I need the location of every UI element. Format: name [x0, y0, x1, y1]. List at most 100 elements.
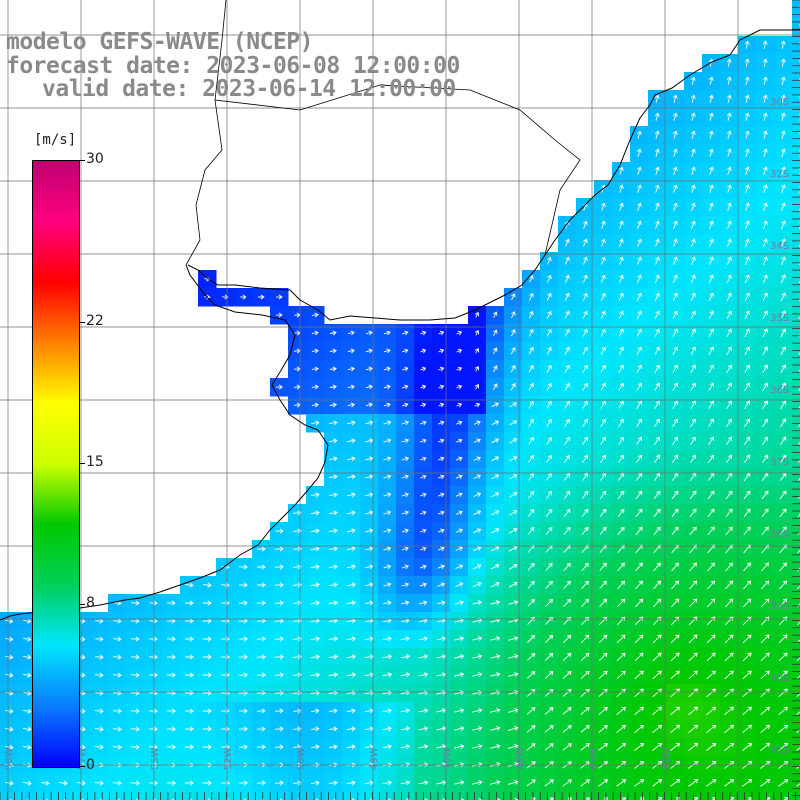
coastline-segment [187, 29, 800, 321]
wind-cell [792, 288, 800, 307]
colorbar-tick-8: 8 [86, 595, 95, 612]
wind-cell [792, 162, 800, 181]
wind-arrow [708, 292, 714, 301]
wind-cell [90, 792, 109, 800]
wind-arrow [742, 779, 753, 787]
wind-arrow [726, 130, 732, 139]
wind-arrow [688, 670, 698, 680]
wind-arrow [347, 330, 355, 336]
wind-arrow [131, 636, 140, 642]
wind-arrow [598, 616, 608, 626]
wind-arrow [670, 688, 680, 698]
wind-arrow [654, 436, 660, 445]
wind-arrow [652, 652, 662, 662]
wind-arrow [274, 618, 284, 624]
wind-arrow [256, 744, 266, 750]
wind-arrow [655, 238, 660, 247]
wind-arrow [706, 670, 716, 680]
wind-cell [792, 468, 800, 487]
wind-arrow [442, 798, 447, 800]
wind-arrow [490, 654, 501, 659]
wind-arrow [763, 148, 768, 158]
wind-arrow [618, 310, 624, 319]
wind-arrow [456, 384, 463, 390]
wind-arrow [636, 256, 642, 265]
wind-arrow [473, 492, 482, 498]
wind-arrow [781, 202, 786, 212]
wind-arrow [690, 94, 696, 103]
wind-cell [504, 792, 523, 800]
wind-arrow [688, 688, 698, 698]
wind-cell [198, 792, 217, 800]
wind-cell [792, 504, 800, 523]
wind-arrow [778, 724, 789, 733]
wind-arrow [600, 346, 606, 355]
wind-arrow [329, 384, 337, 390]
wind-arrow [527, 562, 535, 571]
wind-arrow [690, 310, 696, 320]
wind-arrow [418, 726, 429, 732]
wind-arrow [616, 652, 626, 662]
wind-cell [594, 792, 613, 800]
wind-arrow [365, 366, 373, 372]
wind-arrow [474, 366, 480, 372]
wind-arrow [779, 526, 787, 536]
wind-arrow [256, 780, 266, 786]
wind-arrow [600, 400, 606, 409]
wind-cell [738, 792, 757, 800]
wind-arrow [582, 454, 588, 463]
wind-arrow [742, 652, 752, 662]
wind-arrow [311, 780, 320, 786]
colorbar-tick-mark [79, 160, 85, 161]
wind-arrow [454, 672, 465, 677]
wind-arrow [708, 418, 715, 428]
wind-arrow [546, 454, 552, 463]
wind-arrow [383, 492, 392, 498]
wind-arrow [256, 654, 266, 660]
wind-arrow [419, 420, 427, 426]
wind-arrow [637, 184, 642, 193]
wind-arrow [672, 328, 678, 338]
wind-arrow [564, 364, 570, 373]
wind-arrow [727, 220, 732, 229]
wind-arrow [166, 690, 176, 696]
wind-arrow [672, 130, 678, 139]
wind-arrow [670, 706, 681, 716]
wind-arrow [690, 454, 697, 463]
wind-arrow [491, 420, 499, 426]
wind-arrow [688, 652, 698, 662]
wind-arrow [672, 400, 678, 409]
wind-arrow [311, 744, 320, 750]
wind-arrow [761, 490, 769, 500]
wind-arrow [690, 436, 697, 445]
wind-arrow [616, 779, 627, 787]
wind-arrow [654, 310, 660, 319]
wind-arrow [184, 690, 194, 696]
wind-arrow [691, 148, 696, 157]
wind-arrow [490, 581, 500, 588]
wind-arrow [5, 744, 14, 750]
wind-arrow [166, 726, 176, 732]
wind-arrow [310, 564, 320, 570]
wind-arrow [383, 384, 391, 390]
colorbar-tick-mark [79, 321, 85, 323]
wind-arrow [600, 256, 606, 265]
wind-arrow [690, 256, 696, 265]
wind-arrow [743, 562, 752, 572]
wind-cell [558, 792, 577, 800]
wind-arrow [653, 526, 661, 536]
wind-arrow [762, 436, 769, 446]
wind-arrow [600, 472, 607, 481]
wind-arrow [563, 616, 572, 625]
wind-arrow [743, 526, 751, 536]
wind-arrow [743, 490, 751, 500]
wind-arrow [652, 670, 662, 680]
wind-arrow [400, 636, 410, 642]
wind-arrow [564, 346, 570, 355]
wind-arrow [311, 708, 320, 714]
wind-arrow [528, 400, 534, 409]
wind-cell [792, 180, 800, 199]
wind-arrow [347, 510, 356, 516]
wind-arrow [508, 563, 518, 570]
wind-cell [792, 594, 800, 613]
